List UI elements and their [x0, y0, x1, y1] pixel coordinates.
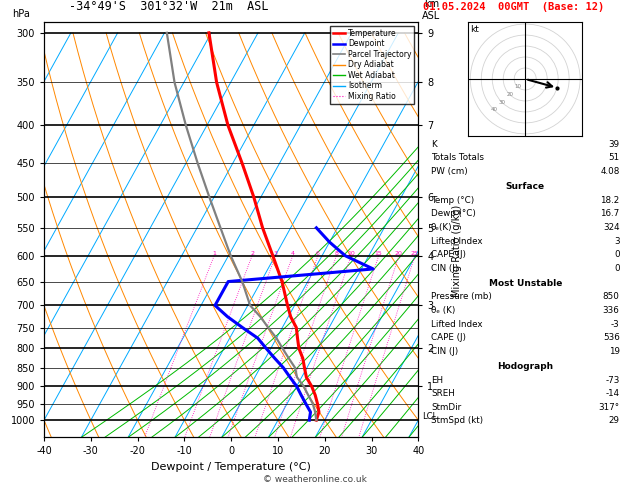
Text: LCL: LCL	[422, 413, 437, 421]
Text: 3: 3	[614, 237, 620, 245]
Text: Pressure (mb): Pressure (mb)	[431, 293, 492, 301]
Text: 39: 39	[608, 140, 620, 149]
Text: CAPE (J): CAPE (J)	[431, 333, 466, 342]
Text: -14: -14	[606, 389, 620, 398]
Text: 0: 0	[614, 264, 620, 273]
Text: 536: 536	[603, 333, 620, 342]
Text: 10: 10	[347, 251, 355, 256]
Text: kt: kt	[470, 25, 479, 35]
Text: 3: 3	[274, 251, 277, 256]
Text: hPa: hPa	[13, 9, 30, 19]
Text: 10: 10	[514, 84, 521, 89]
Text: CAPE (J): CAPE (J)	[431, 250, 466, 259]
Text: θₑ (K): θₑ (K)	[431, 306, 455, 315]
Text: 30: 30	[499, 100, 506, 104]
Text: Lifted Index: Lifted Index	[431, 320, 482, 329]
Text: 324: 324	[603, 223, 620, 232]
Text: Surface: Surface	[506, 182, 545, 191]
Text: 336: 336	[603, 306, 620, 315]
Text: 6: 6	[316, 251, 320, 256]
X-axis label: Dewpoint / Temperature (°C): Dewpoint / Temperature (°C)	[151, 462, 311, 472]
Text: 01.05.2024  00GMT  (Base: 12): 01.05.2024 00GMT (Base: 12)	[423, 2, 604, 13]
Text: 25: 25	[411, 251, 419, 256]
Text: Totals Totals: Totals Totals	[431, 154, 484, 162]
Text: 19: 19	[608, 347, 620, 356]
Text: θₑ(K): θₑ(K)	[431, 223, 452, 232]
Text: 0: 0	[614, 250, 620, 259]
Text: -3: -3	[611, 320, 620, 329]
Text: 29: 29	[608, 417, 620, 425]
Text: 850: 850	[603, 293, 620, 301]
Text: Most Unstable: Most Unstable	[489, 279, 562, 288]
Text: Lifted Index: Lifted Index	[431, 237, 482, 245]
Text: CIN (J): CIN (J)	[431, 347, 458, 356]
Text: 20: 20	[395, 251, 403, 256]
Text: 15: 15	[375, 251, 382, 256]
Text: -73: -73	[605, 376, 620, 384]
Text: EH: EH	[431, 376, 443, 384]
Text: Dewp (°C): Dewp (°C)	[431, 209, 476, 218]
Text: 4.08: 4.08	[600, 167, 620, 176]
Text: Hodograph: Hodograph	[497, 362, 554, 371]
Text: 51: 51	[608, 154, 620, 162]
Text: Mixing Ratio (g/kg): Mixing Ratio (g/kg)	[452, 204, 462, 296]
Text: Temp (°C): Temp (°C)	[431, 196, 474, 205]
Text: K: K	[431, 140, 437, 149]
Text: 4: 4	[291, 251, 294, 256]
Text: SREH: SREH	[431, 389, 455, 398]
Legend: Temperature, Dewpoint, Parcel Trajectory, Dry Adiabat, Wet Adiabat, Isotherm, Mi: Temperature, Dewpoint, Parcel Trajectory…	[330, 26, 415, 104]
Text: 18.2: 18.2	[600, 196, 620, 205]
Text: StmDir: StmDir	[431, 403, 461, 412]
Text: 317°: 317°	[598, 403, 620, 412]
Text: StmSpd (kt): StmSpd (kt)	[431, 417, 483, 425]
Text: 16.7: 16.7	[600, 209, 620, 218]
Text: 40: 40	[491, 107, 498, 112]
Text: 1: 1	[212, 251, 216, 256]
Text: -34°49'S  301°32'W  21m  ASL: -34°49'S 301°32'W 21m ASL	[69, 0, 269, 13]
Text: © weatheronline.co.uk: © weatheronline.co.uk	[262, 474, 367, 484]
Text: PW (cm): PW (cm)	[431, 167, 467, 176]
Text: 20: 20	[506, 92, 513, 97]
Text: km
ASL: km ASL	[421, 0, 440, 21]
Text: 2: 2	[250, 251, 254, 256]
Text: CIN (J): CIN (J)	[431, 264, 458, 273]
Text: 8: 8	[335, 251, 338, 256]
